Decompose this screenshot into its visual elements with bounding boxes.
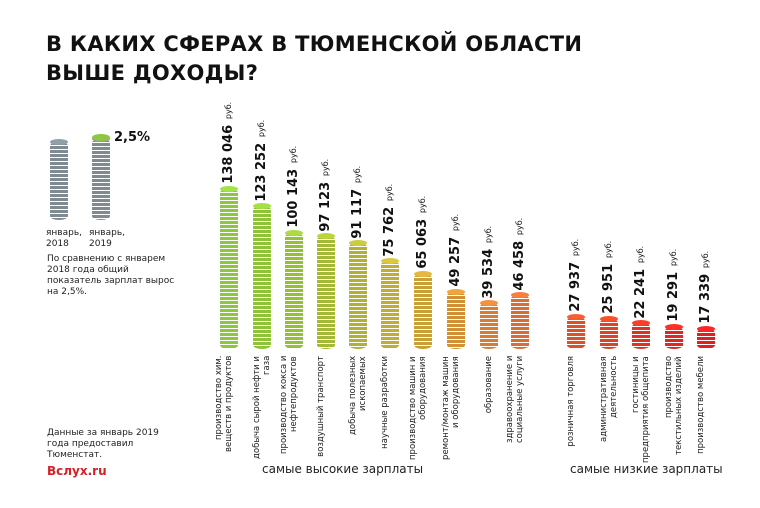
value-number: 27 937: [568, 261, 583, 312]
value-unit: руб.: [418, 195, 427, 216]
value-label: 46 458 руб.: [512, 218, 527, 291]
value-label: 138 046 руб.: [221, 102, 236, 184]
category-label: административная деятельность: [599, 356, 619, 442]
value-number: 100 143: [286, 169, 301, 228]
source-text: Данные за январь 2019 года предоставил Т…: [47, 428, 159, 460]
category-label: розничная торговля: [566, 356, 576, 447]
value-unit: руб.: [385, 183, 394, 204]
value-label: 22 241 руб.: [633, 246, 648, 319]
value-number: 22 241: [633, 268, 648, 319]
value-unit: руб.: [701, 251, 710, 272]
bar: [285, 232, 303, 349]
logo[interactable]: Вслух.ru: [47, 464, 107, 478]
value-unit: руб.: [289, 146, 298, 167]
value-label: 123 252 руб.: [254, 120, 269, 202]
category-label: производство текстильных изделий: [664, 356, 684, 455]
value-number: 91 117: [350, 188, 365, 239]
value-unit: руб.: [353, 165, 362, 186]
value-number: 19 291: [666, 271, 681, 322]
stack-2018: [50, 142, 68, 220]
growth-value: 2,5%: [114, 130, 151, 145]
value-label: 25 951 руб.: [601, 241, 616, 314]
bar: [381, 261, 399, 349]
bar: [600, 318, 618, 349]
caption-high: самые высокие зарплаты: [262, 462, 424, 476]
bar: [511, 295, 529, 349]
bar: [253, 206, 271, 349]
value-unit: руб.: [257, 119, 266, 140]
caption-low: самые низкие зарплаты: [570, 462, 723, 476]
summary-text: По сравнению с январем 2018 года общий п…: [47, 254, 175, 297]
value-number: 25 951: [601, 264, 616, 314]
page-title: В КАКИХ СФЕРАХ В ТЮМЕНСКОЙ ОБЛАСТИ ВЫШЕ …: [46, 32, 583, 85]
value-number: 65 063: [415, 218, 430, 269]
value-label: 49 257 руб.: [448, 214, 463, 287]
bar: [220, 189, 238, 349]
value-label: 100 143 руб.: [286, 146, 301, 228]
value-number: 17 339: [698, 274, 713, 324]
value-label: 97 123 руб.: [318, 159, 333, 232]
bar: [447, 291, 465, 349]
value-label: 65 063 руб.: [415, 196, 430, 269]
value-label: 39 534 руб.: [481, 226, 496, 299]
value-unit: руб.: [604, 241, 613, 262]
category-label: гостиницы и предприятия общепита: [631, 356, 651, 463]
value-unit: руб.: [571, 239, 580, 259]
value-label: 91 117 руб.: [350, 166, 365, 239]
value-unit: руб.: [515, 217, 524, 238]
value-unit: руб.: [321, 158, 330, 179]
value-label: 19 291 руб.: [666, 249, 681, 322]
category-label: воздушный транспорт: [316, 356, 326, 457]
category-label: производство кокса и нефтепродуктов: [279, 356, 299, 455]
bar: [480, 303, 498, 349]
bar: [697, 328, 715, 349]
value-number: 75 762: [382, 206, 397, 257]
value-label: 17 339 руб.: [698, 251, 713, 324]
category-label: ремонт/монтаж машин и оборудования: [441, 356, 461, 460]
category-label: производство хим. веществ и продуктов: [214, 356, 234, 453]
value-number: 46 458: [512, 240, 527, 291]
value-number: 123 252: [254, 142, 269, 202]
category-label: добыча полезных ископаемых: [348, 356, 368, 436]
category-label: производство машин и оборудования: [408, 356, 428, 460]
label-2018: январь, 2018: [46, 228, 82, 249]
value-unit: руб.: [224, 102, 233, 123]
bar: [665, 326, 683, 349]
category-label: производство мебели: [696, 356, 706, 454]
green-cap: [92, 134, 110, 141]
bar: [317, 236, 335, 349]
value-unit: руб.: [669, 249, 678, 269]
stack-2019: [92, 139, 110, 220]
value-unit: руб.: [636, 245, 645, 266]
value-unit: руб.: [484, 225, 493, 246]
bar: [414, 273, 432, 349]
category-label: научные разработки: [380, 356, 390, 449]
value-number: 138 046: [221, 125, 236, 184]
value-label: 27 937 руб.: [568, 239, 583, 312]
value-label: 75 762 руб.: [382, 184, 397, 257]
bar: [349, 243, 367, 349]
bar: [632, 323, 650, 349]
category-label: образование: [484, 356, 494, 414]
bar: [567, 316, 585, 349]
category-label: добыча сырой нефти и газа: [252, 356, 272, 459]
label-2019: январь, 2019: [89, 228, 125, 249]
value-number: 49 257: [448, 237, 463, 287]
value-number: 39 534: [481, 248, 496, 299]
value-unit: руб.: [451, 214, 460, 235]
value-number: 97 123: [318, 181, 333, 232]
category-label: здравоохранение и социальные услуги: [505, 356, 525, 444]
